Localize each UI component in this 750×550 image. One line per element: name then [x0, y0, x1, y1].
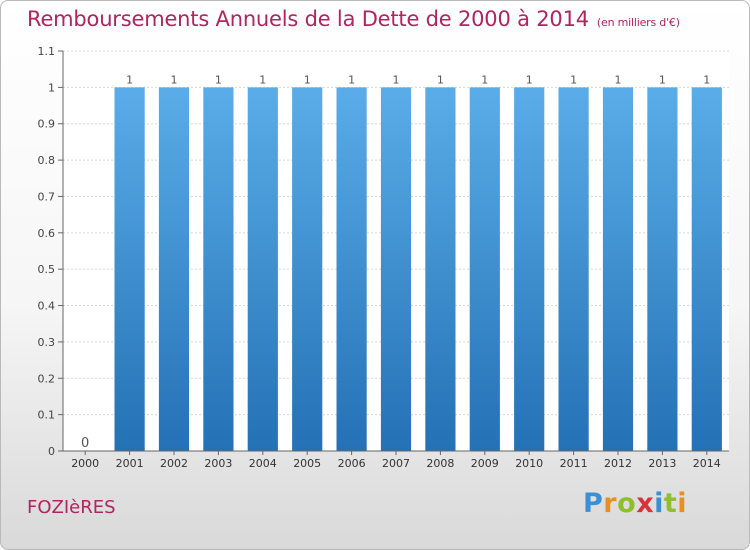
- y-tick-label: 0.8: [38, 154, 56, 167]
- logo-letter-2: o: [617, 488, 637, 519]
- data-label-2002: 1: [171, 73, 178, 86]
- x-tick-label-2012: 2012: [604, 457, 632, 470]
- bar-2011: [558, 87, 589, 451]
- data-label-2014: 1: [703, 73, 710, 86]
- data-label-2001: 1: [126, 73, 133, 86]
- data-label-2000: 0: [81, 436, 89, 451]
- y-tick-label: 0.1: [38, 409, 56, 422]
- y-tick-label: 0.4: [38, 300, 56, 313]
- x-tick-label-2005: 2005: [293, 457, 321, 470]
- x-tick-label-2009: 2009: [471, 457, 499, 470]
- y-tick-label: 0.5: [38, 263, 56, 276]
- bar-2014: [691, 87, 722, 451]
- y-tick-labels: 0 0.1 0.2 0.3 0.4 0.5 0.6 0.7 0.8 0.9 1 1.1: [38, 45, 56, 458]
- x-tick-label-2000: 2000: [71, 457, 99, 470]
- x-tick-label-2010: 2010: [515, 457, 543, 470]
- y-tick-label: 0.6: [38, 227, 56, 240]
- x-tick-label-2004: 2004: [249, 457, 277, 470]
- y-tick-label: 1.1: [38, 45, 56, 58]
- data-label-2006: 1: [348, 73, 355, 86]
- bars: [114, 87, 722, 451]
- bar-2007: [380, 87, 412, 451]
- bar-2012: [602, 87, 634, 451]
- logo-letter-1: r: [603, 488, 618, 519]
- data-label-2005: 1: [304, 73, 311, 86]
- data-labels: 0 1 1 1 1 1 1 1 1 1 1 1 1 1 1: [81, 73, 710, 451]
- y-tick-label: 0.9: [38, 118, 56, 131]
- axes: [58, 50, 729, 455]
- bar-2008: [425, 87, 456, 451]
- x-tick-labels: 2000 2001 2002 2003 2004 2005 2006 2007 2008 2009…: [71, 457, 721, 470]
- bar-2013: [647, 87, 678, 451]
- x-tick-label-2006: 2006: [338, 457, 366, 470]
- data-label-2011: 1: [570, 73, 577, 86]
- data-label-2008: 1: [437, 73, 444, 86]
- logo-letter-5: t: [663, 488, 678, 519]
- x-tick-label-2003: 2003: [204, 457, 232, 470]
- logo-letter-6: i: [677, 488, 688, 519]
- chart-subtitle: (en milliers d'€): [596, 16, 680, 29]
- x-tick-label-2001: 2001: [116, 457, 144, 470]
- x-tick-label-2011: 2011: [560, 457, 588, 470]
- y-tick-label: 0.7: [38, 190, 56, 203]
- bar-2010: [514, 87, 545, 451]
- logo-letter-3: x: [636, 488, 655, 519]
- x-tick-label-2013: 2013: [648, 457, 676, 470]
- bar-2002: [158, 87, 190, 451]
- commune-name: FOZIèRES: [27, 497, 116, 518]
- x-tick-label-2014: 2014: [693, 457, 721, 470]
- bar-2009: [469, 87, 500, 451]
- y-tick-label: 0.2: [38, 372, 56, 385]
- data-label-2004: 1: [259, 73, 266, 86]
- data-label-2007: 1: [393, 73, 400, 86]
- bar-2006: [336, 87, 367, 451]
- y-tick-label: 0.3: [38, 336, 56, 349]
- x-tick-label-2007: 2007: [382, 457, 410, 470]
- data-label-2012: 1: [615, 73, 622, 86]
- bar-2003: [203, 87, 234, 451]
- data-label-2013: 1: [659, 73, 666, 86]
- y-tick-label: 0: [48, 445, 55, 458]
- chart-title-text: Remboursements Annuels de la Dette de 20…: [27, 7, 589, 31]
- bar-2005: [292, 87, 323, 451]
- proxiti-logo: Proxiti: [583, 488, 687, 519]
- logo-letter-0: P: [583, 488, 604, 519]
- y-tick-label: 1: [48, 81, 55, 94]
- data-label-2009: 1: [481, 73, 488, 86]
- bar-2001: [114, 87, 145, 451]
- x-tick-label-2002: 2002: [160, 457, 188, 470]
- data-label-2010: 1: [526, 73, 533, 86]
- bar-2004: [247, 87, 278, 451]
- data-label-2003: 1: [215, 73, 222, 86]
- x-tick-label-2008: 2008: [426, 457, 454, 470]
- logo-letter-4: i: [654, 488, 664, 519]
- chart-title: Remboursements Annuels de la Dette de 20…: [27, 7, 680, 31]
